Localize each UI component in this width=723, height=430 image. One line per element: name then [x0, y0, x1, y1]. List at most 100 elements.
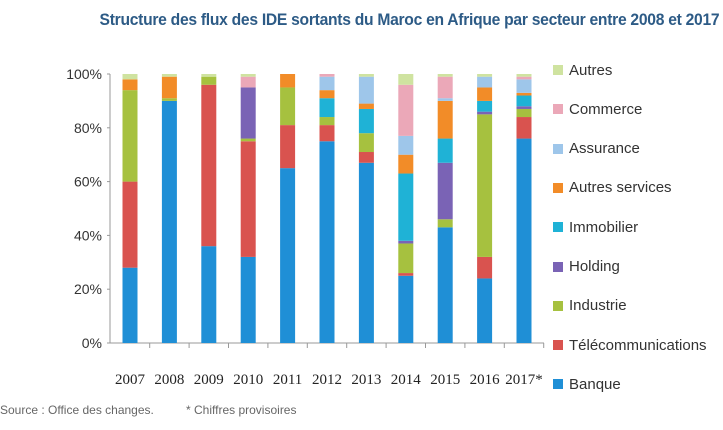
legend-label: Immobilier — [569, 218, 639, 236]
bar-segment-autres — [201, 74, 217, 77]
bar-segment-autres — [122, 74, 138, 80]
bar-segment-industrie — [161, 98, 177, 101]
x-tick-label: 2008 — [154, 372, 184, 388]
x-tick-label: 2013 — [351, 372, 381, 388]
bar-segment-banque — [161, 100, 177, 344]
bar-segment-autres — [240, 74, 256, 77]
legend-item: Industrie — [553, 296, 627, 316]
bar-segment-holding — [437, 162, 453, 220]
legend-swatch — [553, 379, 563, 390]
bar-segment-holding — [240, 87, 256, 139]
bar-segment-assurance — [358, 76, 374, 104]
bar-segment-banque — [122, 267, 138, 343]
bar-segment-télécommunications — [201, 84, 217, 247]
chart-title: Structure des flux des IDE sortants du M… — [99, 10, 720, 29]
bar-segment-commerce — [240, 76, 256, 88]
bar-segment-banque — [240, 256, 256, 343]
legend-item: Autres services — [553, 178, 672, 198]
legend-swatch — [553, 182, 563, 193]
legend-swatch — [553, 261, 563, 272]
legend-item: Banque — [553, 374, 621, 394]
source-text: Source : Office des changes. — [0, 403, 154, 417]
legend-label: Holding — [569, 258, 620, 275]
x-tick-label: 2009 — [194, 372, 224, 388]
x-tick-label: 2015 — [430, 372, 460, 388]
bar-segment-autres-services — [319, 90, 335, 99]
legend-swatch — [553, 300, 563, 311]
x-tick-label: 2014 — [391, 372, 422, 388]
bar-segment-immobilier — [319, 98, 335, 118]
bar-segment-autres — [358, 74, 374, 77]
legend-label: Banque — [569, 375, 621, 393]
bar-segment-industrie — [516, 108, 532, 118]
legend-swatch — [553, 104, 563, 115]
legend-swatch — [553, 143, 563, 154]
bar-segment-industrie — [240, 138, 256, 142]
bar-segment-autres-services — [358, 103, 374, 109]
bar-segment-banque — [477, 278, 493, 343]
bar-segment-immobilier — [358, 108, 374, 134]
bar-segment-industrie — [201, 76, 217, 85]
bar-segment-industrie — [477, 114, 493, 257]
bar-segment-holding — [398, 240, 414, 244]
legend-label: Commerce — [569, 100, 643, 118]
bar-segment-autres-services — [437, 100, 453, 139]
legend-swatch — [553, 65, 563, 75]
legend-swatch — [553, 222, 563, 233]
legend-item: Immobilier — [553, 217, 638, 237]
x-tick-label: 2017* — [505, 372, 543, 388]
bar-segment-immobilier — [516, 95, 532, 107]
bar-segment-télécommunications — [398, 273, 414, 276]
legend-label: Télécommunications — [569, 336, 707, 354]
bar-segment-banque — [437, 227, 453, 343]
legend-item: Télécommunications — [553, 335, 707, 355]
bar-segment-assurance — [437, 98, 453, 101]
bar-segment-autres — [398, 74, 414, 85]
bar-segment-assurance — [319, 76, 335, 91]
bar-segment-autres — [437, 74, 453, 77]
legend-item: Commerce — [553, 99, 642, 119]
legend-label: Autres — [569, 61, 613, 79]
legend-label: Autres services — [569, 179, 672, 197]
bar-segment-immobilier — [398, 173, 414, 241]
bar-segment-banque — [201, 246, 217, 343]
bar-segment-télécommunications — [358, 152, 374, 163]
bar-segment-industrie — [358, 133, 374, 153]
bar-segment-industrie — [398, 243, 414, 274]
bar-segment-autres — [161, 74, 177, 77]
bar-segment-télécommunications — [319, 125, 335, 142]
legend-label: Assurance — [569, 140, 640, 158]
bar-segment-commerce — [516, 76, 532, 80]
y-tick-label: 60% — [74, 174, 102, 190]
legend-item: Assurance — [553, 139, 640, 159]
bar-segment-autres — [477, 74, 493, 77]
note-text: * Chiffres provisoires — [186, 403, 297, 417]
x-tick-label: 2012 — [312, 372, 342, 388]
bar-segment-autres-services — [122, 79, 138, 91]
bar-segment-télécommunications — [240, 141, 256, 257]
bar-segment-télécommunications — [122, 181, 138, 268]
bar-segment-industrie — [437, 219, 453, 228]
bar-segment-banque — [516, 138, 532, 343]
y-tick-label: 40% — [74, 227, 102, 243]
bar-segment-autres-services — [280, 74, 296, 88]
bar-segment-autres-services — [477, 87, 493, 101]
legend-label: Industrie — [569, 297, 627, 315]
bar-segment-holding — [477, 111, 493, 115]
bar-segment-télécommunications — [280, 125, 296, 169]
bar-segment-commerce — [437, 76, 453, 99]
x-tick-label: 2016 — [470, 372, 501, 388]
bar-segment-banque — [358, 162, 374, 343]
bar-segment-assurance — [398, 135, 414, 155]
y-tick-label: 0% — [82, 335, 102, 351]
bar-segment-assurance — [516, 79, 532, 93]
y-tick-label: 100% — [66, 66, 102, 82]
bar-segment-télécommunications — [477, 256, 493, 279]
y-tick-label: 20% — [74, 281, 102, 297]
bar-segment-immobilier — [477, 100, 493, 112]
bar-segment-autres-services — [516, 92, 532, 96]
bar-segment-autres-services — [398, 154, 414, 174]
bar-segment-immobilier — [437, 138, 453, 163]
bar-segment-commerce — [398, 84, 414, 136]
